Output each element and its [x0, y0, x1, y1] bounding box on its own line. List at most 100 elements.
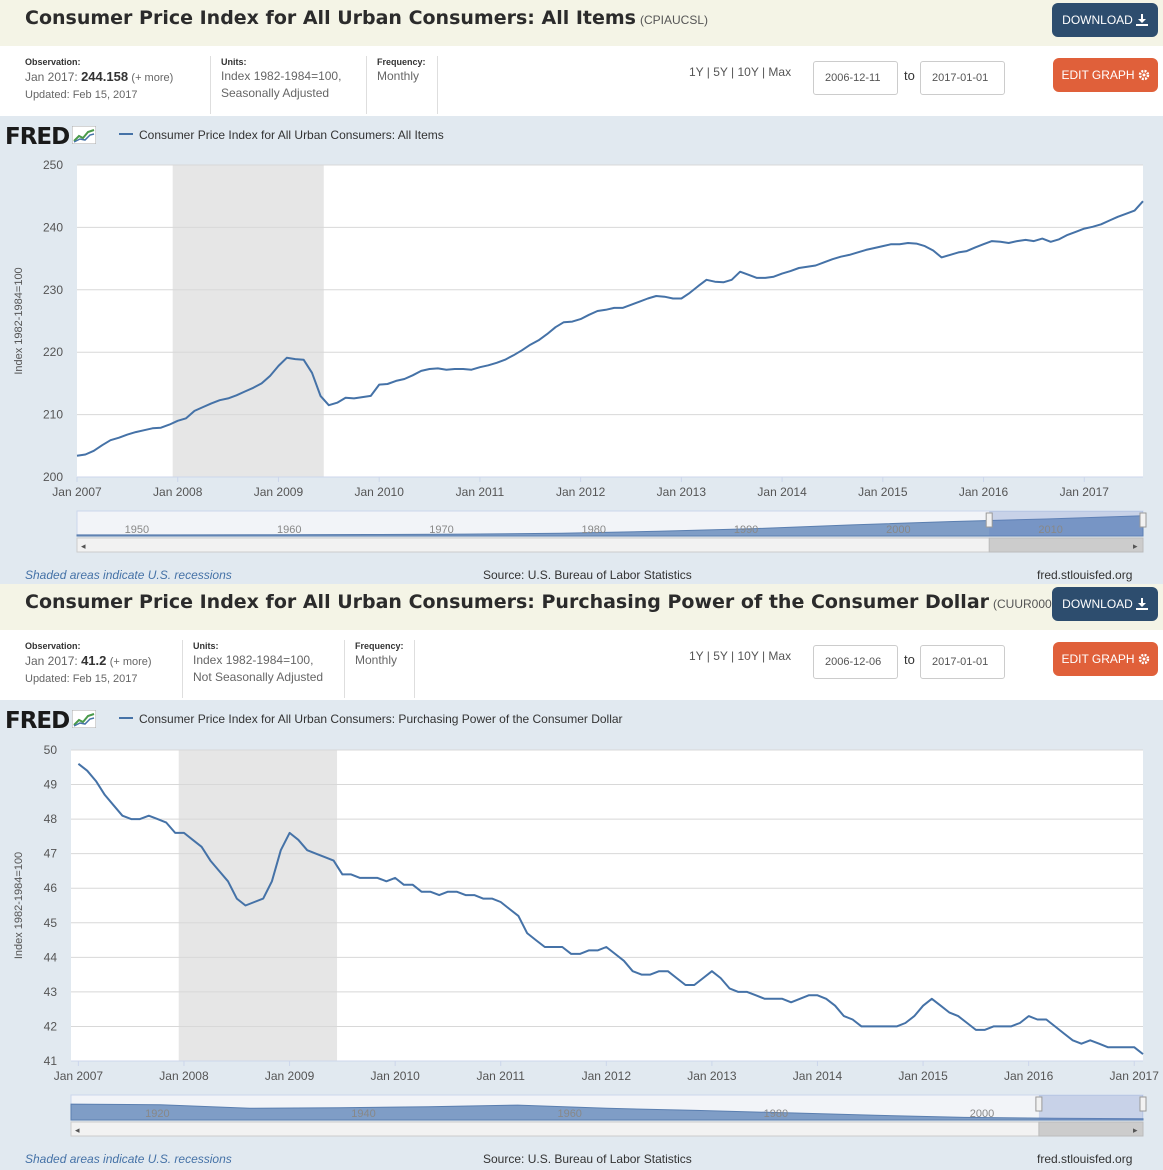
x-tick-label: Jan 2017 — [1110, 1069, 1160, 1083]
x-tick-label: Jan 2009 — [254, 485, 304, 499]
navigator-series — [70, 1103, 1144, 1121]
x-tick-label: Jan 2008 — [159, 1069, 209, 1083]
legend-swatch — [119, 133, 133, 135]
units-block: Units: Index 1982-1984=100, Not Seasonal… — [193, 641, 324, 684]
download-icon — [1135, 14, 1148, 26]
navigator-label: 2010 — [1038, 524, 1062, 536]
divider — [210, 56, 211, 114]
x-tick-label: Jan 2011 — [476, 1069, 525, 1083]
navigator-label: 2000 — [970, 1108, 994, 1120]
series-title: Consumer Price Index for All Urban Consu… — [25, 591, 1094, 613]
more-link[interactable]: (+ more) — [109, 656, 152, 668]
y-tick-label: 48 — [44, 812, 58, 826]
chart-legend: Consumer Price Index for All Urban Consu… — [119, 712, 623, 726]
chart-legend: Consumer Price Index for All Urban Consu… — [119, 128, 444, 142]
source-note: Source: U.S. Bureau of Labor Statistics — [483, 1152, 692, 1166]
updated-text: Updated: Feb 15, 2017 — [25, 673, 138, 685]
y-tick-label: 210 — [43, 408, 63, 422]
navigator-selection — [989, 511, 1143, 536]
y-tick-label: 47 — [44, 847, 58, 861]
range-links[interactable]: 1Y | 5Y | 10Y | Max — [689, 649, 792, 663]
to-label: to — [904, 68, 915, 83]
units-block: Units: Index 1982-1984=100, Seasonally A… — [221, 57, 342, 100]
title-bar: Consumer Price Index for All Urban Consu… — [0, 0, 1163, 46]
y-tick-label: 46 — [44, 881, 58, 895]
scrollbar-thumb — [1038, 1121, 1144, 1137]
scroll-right-icon: ▸ — [1133, 1125, 1138, 1135]
source-note: Source: U.S. Bureau of Labor Statistics — [483, 568, 692, 582]
y-tick-label: 49 — [44, 778, 58, 792]
legend-label: Consumer Price Index for All Urban Consu… — [139, 128, 444, 142]
x-tick-label: Jan 2016 — [959, 485, 1009, 499]
download-button[interactable]: DOWNLOAD — [1052, 587, 1158, 621]
download-button[interactable]: DOWNLOAD — [1052, 3, 1158, 37]
navigator-series — [76, 515, 1144, 537]
fred-url[interactable]: fred.stlouisfed.org — [1037, 568, 1133, 582]
fred-logo: FRED — [5, 708, 97, 734]
end-date-input[interactable]: 2017-01-01 — [920, 61, 1005, 95]
x-tick-label: Jan 2015 — [898, 1069, 948, 1083]
panel-cpiaucsl: Consumer Price Index for All Urban Consu… — [0, 0, 1163, 585]
y-tick-label: 45 — [44, 916, 58, 930]
info-bar: Observation: Jan 2017: 41.2 (+ more) Upd… — [0, 630, 1163, 700]
y-tick-label: 41 — [44, 1054, 58, 1068]
y-tick-label: 240 — [43, 220, 63, 234]
y-tick-label: 200 — [43, 470, 63, 484]
x-tick-label: Jan 2012 — [582, 1069, 632, 1083]
observation-value: 244.158 — [81, 69, 129, 84]
legend-swatch — [119, 717, 133, 719]
navigator-label: 1950 — [125, 524, 149, 536]
x-tick-label: Jan 2010 — [354, 485, 404, 499]
divider — [437, 56, 438, 114]
x-tick-label: Jan 2016 — [1004, 1069, 1054, 1083]
x-tick-label: Jan 2009 — [265, 1069, 315, 1083]
y-tick-label: 220 — [43, 345, 63, 359]
scrollbar-track — [70, 1121, 1144, 1137]
range-links[interactable]: 1Y | 5Y | 10Y | Max — [689, 65, 792, 79]
more-link[interactable]: (+ more) — [131, 72, 174, 84]
navigator-label: 1990 — [734, 524, 758, 536]
y-tick-label: 44 — [44, 950, 58, 964]
scroll-left-icon: ◂ — [81, 541, 86, 551]
series-id: (CPIAUCSL) — [640, 13, 709, 27]
start-date-input[interactable]: 2006-12-06 — [813, 645, 898, 679]
series-line — [77, 763, 1144, 1055]
navigator-handle — [1139, 1096, 1147, 1112]
title-bar: Consumer Price Index for All Urban Consu… — [0, 584, 1163, 630]
chart-cpiaucsl: 200 210 220 230 240 250 Index 1982-1984=100 Jan… — [13, 158, 1147, 553]
scrollbar-thumb — [988, 537, 1144, 553]
fred-logo: FRED — [5, 124, 97, 150]
recession-note: Shaded areas indicate U.S. recessions — [25, 568, 232, 582]
recession-note: Shaded areas indicate U.S. recessions — [25, 1152, 232, 1166]
to-label: to — [904, 652, 915, 667]
y-tick-label: 42 — [44, 1019, 58, 1033]
recession-shading — [178, 750, 338, 1061]
edit-graph-button[interactable]: EDIT GRAPH — [1053, 58, 1158, 92]
frequency-block: Frequency: Monthly — [355, 641, 404, 667]
gear-icon — [1138, 69, 1149, 81]
end-date-input[interactable]: 2017-01-01 — [920, 645, 1005, 679]
navigator-label: 1960 — [557, 1108, 581, 1120]
x-tick-label: Jan 2014 — [757, 485, 807, 499]
x-tick-label: Jan 2015 — [858, 485, 908, 499]
divider — [414, 640, 415, 698]
x-tick-label: Jan 2013 — [687, 1069, 737, 1083]
scroll-left-icon: ◂ — [75, 1125, 80, 1135]
x-tick-label: Jan 2014 — [793, 1069, 843, 1083]
x-tick-label: Jan 2013 — [657, 485, 707, 499]
series-line — [76, 200, 1144, 457]
navigator-label: 2000 — [886, 524, 910, 536]
navigator-label: 1920 — [145, 1108, 169, 1120]
start-date-input[interactable]: 2006-12-11 — [813, 61, 898, 95]
x-tick-label: Jan 2007 — [52, 485, 102, 499]
x-tick-label: Jan 2010 — [370, 1069, 420, 1083]
observation-block: Observation: Jan 2017: 244.158 (+ more) … — [25, 56, 173, 104]
navigator-label: 1980 — [764, 1108, 788, 1120]
y-axis-label: Index 1982-1984=100 — [13, 852, 25, 959]
divider — [344, 640, 345, 698]
observation-block: Observation: Jan 2017: 41.2 (+ more) Upd… — [25, 640, 152, 688]
navigator-label: 1960 — [277, 524, 301, 536]
fred-url[interactable]: fred.stlouisfed.org — [1037, 1152, 1133, 1166]
navigator-label: 1970 — [429, 524, 453, 536]
edit-graph-button[interactable]: EDIT GRAPH — [1053, 642, 1158, 676]
